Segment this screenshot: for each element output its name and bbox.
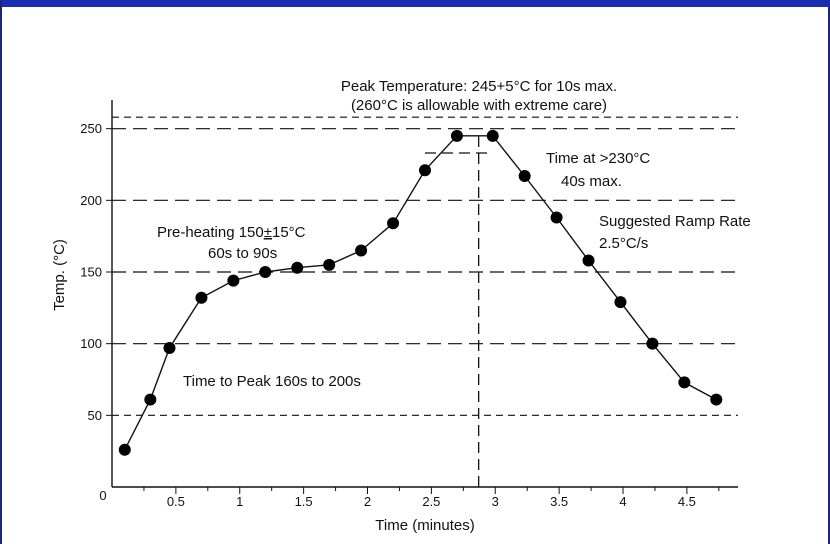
- data-point: [678, 376, 691, 389]
- x-tick-label: 3: [492, 494, 499, 509]
- data-point: [144, 393, 157, 406]
- x-tick-label: 2.5: [422, 494, 440, 509]
- preheat-duration: 60s to 90s: [208, 245, 277, 262]
- data-point: [710, 393, 723, 406]
- title-bar: [2, 0, 830, 7]
- data-point: [486, 129, 499, 142]
- x-axis-label: Time (minutes): [375, 517, 474, 534]
- axes: [111, 100, 738, 488]
- data-point: [582, 254, 595, 267]
- ramp-rate-annotation: Suggested Ramp Rate: [599, 213, 751, 230]
- data-point: [646, 337, 659, 350]
- series-layer: [118, 129, 723, 456]
- profile-line: [124, 135, 717, 451]
- data-point: [450, 129, 463, 142]
- x-origin-label: 0: [99, 488, 106, 503]
- data-point: [614, 296, 627, 309]
- data-point: [355, 244, 368, 257]
- x-tick-label: 0.5: [167, 494, 185, 509]
- preheat-plus-minus: ±: [264, 224, 272, 241]
- y-ticks: 50 100 150 200 250: [80, 121, 112, 423]
- y-tick-label: 50: [88, 408, 102, 423]
- y-axis-label: Temp. (°C): [51, 239, 68, 311]
- peak-temp-annotation: Peak Temperature: 245+5°C for 10s max.: [341, 78, 617, 95]
- data-point: [387, 217, 400, 230]
- ramp-rate-value: 2.5°C/s: [599, 235, 648, 252]
- time-to-peak-annotation: Time to Peak 160s to 200s: [183, 373, 361, 390]
- x-ticks: 0.5 1 1.5 2 2.5 3 3.5 4 4.5: [143, 487, 720, 509]
- x-tick-label: 3.5: [550, 494, 568, 509]
- data-point: [518, 169, 531, 182]
- reference-lines: [112, 116, 738, 416]
- preheat-prefix: Pre-heating 150: [157, 224, 264, 241]
- data-point: [227, 274, 240, 287]
- y-tick-label: 100: [80, 336, 102, 351]
- time-above-230-limit: 40s max.: [561, 173, 622, 190]
- data-point: [195, 291, 208, 304]
- x-tick-label: 4: [619, 494, 626, 509]
- peak-markers: [425, 135, 493, 487]
- x-tick-label: 2: [364, 494, 371, 509]
- data-point: [118, 443, 131, 456]
- y-tick-label: 200: [80, 193, 102, 208]
- y-tick-label: 150: [80, 265, 102, 280]
- data-point: [323, 258, 336, 271]
- preheat-suffix: 15°C: [272, 224, 306, 241]
- peak-temp-note: (260°C is allowable with extreme care): [351, 97, 607, 114]
- data-point: [291, 261, 304, 274]
- time-above-230-annotation: Time at >230°C: [546, 150, 650, 167]
- x-tick-label: 1.5: [295, 494, 313, 509]
- y-tick-label: 250: [80, 121, 102, 136]
- data-point: [419, 164, 431, 177]
- x-tick-label: 4.5: [678, 494, 696, 509]
- preheat-annotation: Pre-heating 150±15°C: [157, 224, 306, 241]
- x-tick-label: 1: [236, 494, 243, 509]
- data-point: [550, 211, 563, 224]
- data-point: [163, 341, 176, 354]
- data-point: [259, 266, 272, 278]
